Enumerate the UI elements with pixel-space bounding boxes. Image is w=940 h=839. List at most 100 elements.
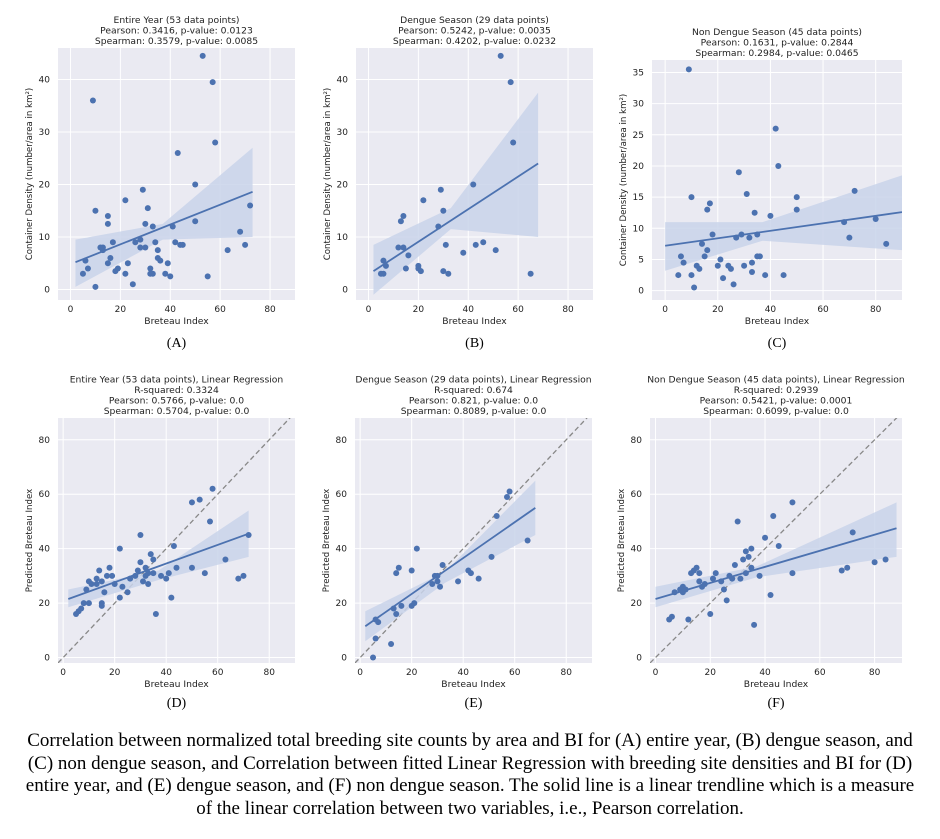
data-point (470, 181, 477, 188)
y-axis-label: Container Density (number/area in km²) (619, 94, 629, 267)
data-point (871, 559, 878, 566)
data-point (780, 272, 787, 279)
data-point (699, 240, 705, 247)
data-point (162, 270, 169, 277)
y-tick-label: 80 (631, 436, 643, 446)
chart-title-line: Pearson: 0.1631, p-value: 0.2844 (701, 38, 854, 49)
data-point (467, 570, 474, 577)
data-point (408, 602, 415, 609)
x-tick-label: 0 (60, 668, 66, 678)
chart-title-line: Spearman: 0.2984, p-value: 0.0465 (695, 48, 858, 59)
data-point (372, 635, 379, 642)
data-point (395, 564, 402, 571)
data-point (789, 499, 796, 506)
identity-line (355, 418, 588, 663)
data-point (96, 567, 103, 574)
data-point (188, 564, 195, 571)
data-point (137, 236, 144, 243)
data-point (741, 262, 748, 269)
data-point (437, 583, 444, 590)
data-point (709, 231, 716, 238)
identity-line (58, 418, 291, 663)
data-point (101, 589, 108, 596)
data-point (710, 575, 716, 582)
chart-title-line: Pearson: 0.5421, p-value: 0.0001 (700, 396, 853, 407)
x-tick-label: 60 (214, 305, 226, 315)
chart-title-line: Entire Year (53 data points) (114, 15, 240, 26)
data-point (106, 564, 113, 571)
data-point (507, 79, 514, 86)
panel-label: (D) (167, 696, 187, 711)
data-point (132, 239, 139, 246)
chart-title-line: Pearson: 0.3416, p-value: 0.0123 (100, 26, 253, 37)
y-tick-label: 10 (337, 233, 349, 243)
data-point (675, 272, 682, 279)
data-point (179, 241, 186, 248)
fit-line (372, 162, 539, 272)
y-tick-label: 10 (39, 233, 51, 243)
data-point (789, 570, 796, 577)
y-tick-label: 0 (44, 654, 50, 664)
data-point (400, 213, 407, 219)
chart-title-line: R-squared: 0.2939 (734, 385, 819, 396)
data-point (116, 594, 123, 601)
data-point (497, 52, 504, 59)
data-point (731, 562, 738, 568)
x-tick-label: 20 (109, 668, 121, 678)
figure-grid: 0 20 40 60 80 0 10 20 30 40 Entire Year (53 data p… (25, 15, 905, 711)
data-point (405, 252, 412, 259)
chart-title-line: Pearson: 0.821, p-value: 0.0 (409, 396, 538, 407)
fit-line (67, 532, 249, 600)
x-tick-label: 0 (357, 668, 363, 678)
chart-panel-4: 0 20 40 60 80 0 20 40 60 80 Entire Year (53 data p… (25, 375, 295, 711)
y-tick-label: 20 (39, 599, 51, 609)
data-point (109, 572, 116, 579)
data-point (222, 556, 229, 563)
chart-title-line: Spearman: 0.4202, p-value: 0.0232 (393, 36, 556, 47)
data-point (437, 186, 444, 193)
plot-content (58, 418, 291, 663)
y-tick-label: 40 (337, 76, 349, 86)
x-tick-label: 20 (413, 305, 425, 315)
data-point (137, 244, 144, 251)
chart-title-line: Non Dengue Season (45 data points), Line… (647, 375, 905, 386)
data-point (442, 241, 449, 248)
data-point (691, 284, 698, 291)
chart-title-line: Entire Year (53 data points), Linear Reg… (70, 375, 284, 386)
y-tick-label: 35 (633, 68, 644, 78)
data-point (164, 260, 171, 267)
data-point (506, 488, 513, 495)
data-point (398, 602, 405, 609)
data-point (882, 556, 889, 563)
data-point (720, 275, 727, 282)
data-point (767, 591, 774, 598)
data-point (196, 496, 203, 503)
y-tick-label: 60 (631, 490, 643, 500)
chart-title-line: Spearman: 0.8089, p-value: 0.0 (401, 406, 547, 417)
data-point (408, 567, 415, 574)
y-tick-label: 0 (636, 654, 642, 664)
data-point (775, 162, 782, 169)
x-tick-label: 40 (759, 668, 771, 678)
data-point (104, 260, 111, 267)
x-tick-label: 20 (705, 668, 717, 678)
chart-title-line: R-squared: 0.674 (434, 385, 513, 396)
data-point (434, 578, 441, 585)
data-point (209, 485, 216, 492)
data-point (395, 244, 402, 251)
identity-line (650, 418, 898, 663)
data-point (124, 589, 131, 596)
data-point (730, 281, 737, 288)
y-tick-label: 20 (336, 599, 348, 609)
plot-content (355, 418, 588, 663)
data-point (417, 268, 424, 275)
plot-content (665, 66, 902, 291)
y-tick-label: 40 (39, 76, 51, 86)
chart-title-line: Spearman: 0.3579, p-value: 0.0085 (95, 36, 258, 47)
data-point (472, 241, 479, 248)
y-tick-label: 30 (39, 128, 51, 138)
data-point (137, 532, 144, 539)
data-point (235, 575, 242, 582)
y-axis-label: Predicted Breteau Index (617, 489, 627, 592)
data-point (751, 209, 758, 216)
